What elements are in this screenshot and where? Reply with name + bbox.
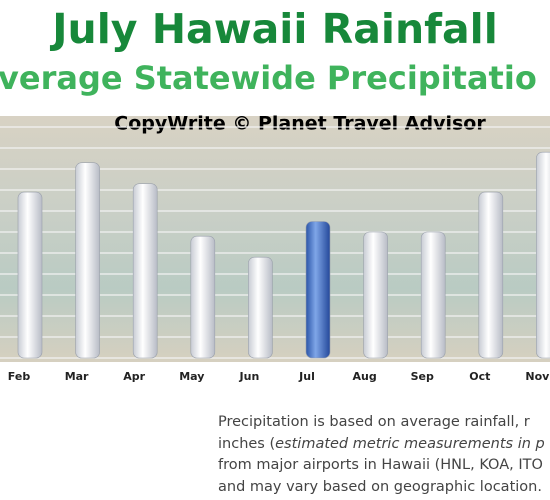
chart-subtitle: verage Statewide Precipitatio (0, 59, 537, 97)
note-line: inches (estimated metric measurements in… (218, 434, 550, 456)
note-line: and may vary based on geographic locatio… (218, 477, 550, 499)
x-tick-label: Oct (469, 370, 490, 383)
note-text: estimated metric measurements in p (275, 435, 545, 452)
note-text: Precipitation is based on average rainfa… (218, 414, 530, 430)
x-tick-label: Aug (352, 370, 376, 383)
x-tick-label: Jun (239, 370, 260, 383)
bar (132, 183, 158, 359)
x-tick-label: Feb (8, 370, 31, 383)
note-text: from major airports in Hawaii (HNL, KOA,… (218, 457, 543, 473)
bar (75, 162, 100, 359)
chart: July Hawaii Rainfall verage Statewide Pr… (0, 5, 550, 383)
note: Precipitation is based on average rainfa… (218, 412, 550, 498)
bar (248, 256, 273, 359)
x-tick-label: Apr (123, 370, 145, 383)
note-text: and may vary based on geographic locatio… (218, 478, 542, 495)
x-tick-label: Jul (298, 370, 315, 383)
bar (363, 231, 388, 359)
bar (190, 235, 216, 359)
x-tick-label: Sep (411, 370, 434, 383)
note-line: Precipitation is based on average rainfa… (218, 412, 550, 434)
bar (536, 151, 550, 359)
bar (420, 231, 446, 359)
chart-title: July Hawaii Rainfall (49, 5, 498, 53)
bar (17, 191, 43, 359)
x-tick-label: May (179, 370, 204, 383)
bar (305, 221, 331, 359)
note-line: from major airports in Hawaii (HNL, KOA,… (218, 455, 550, 477)
x-tick-label: Mar (65, 370, 89, 383)
note-text: inches ( (218, 435, 276, 452)
x-tick-label: Nov (525, 370, 550, 383)
bar (478, 191, 504, 359)
copyright: CopyWrite © Planet Travel Advisor (114, 113, 486, 135)
